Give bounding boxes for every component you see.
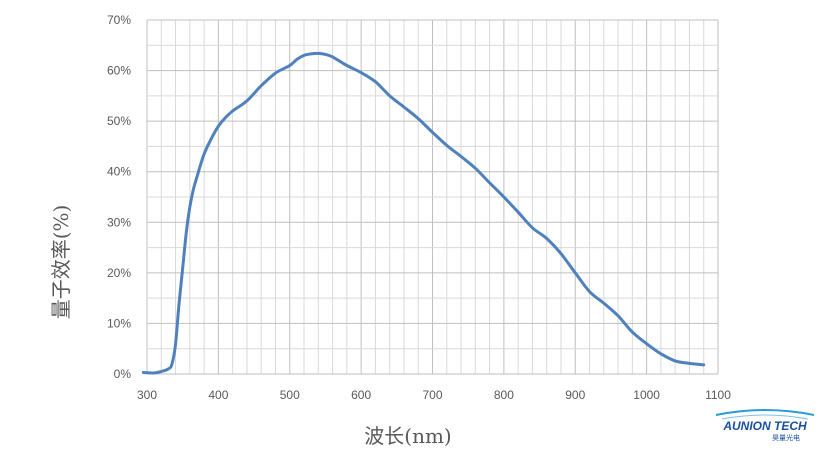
y-tick-label: 20%	[107, 266, 131, 280]
y-tick-label: 40%	[107, 165, 131, 179]
y-tick-label: 60%	[107, 64, 131, 78]
x-tick-label: 300	[137, 388, 157, 402]
x-tick-label: 1100	[705, 388, 731, 402]
x-axis-title: 波长(nm)	[364, 424, 451, 448]
y-tick-label: 10%	[107, 316, 131, 330]
y-tick-label: 70%	[107, 13, 131, 27]
y-tick-label: 30%	[107, 215, 131, 229]
logo-name: AUNION TECH	[722, 419, 807, 433]
horizontal-gridlines	[147, 19, 718, 375]
x-tick-label: 700	[422, 388, 442, 402]
x-tick-label: 400	[208, 388, 228, 402]
y-tick-label: 50%	[107, 114, 131, 128]
x-tick-label: 500	[280, 388, 300, 402]
x-tick-label: 800	[494, 388, 514, 402]
x-tick-label: 600	[351, 388, 371, 402]
aunion-tech-logo: AUNION TECH 昊量光电	[715, 409, 815, 442]
series-line	[141, 51, 706, 375]
y-tick-label: 0%	[114, 367, 132, 381]
x-axis-tick-labels: 300 400 500 600 700 800 900 1000 1100	[137, 388, 731, 402]
x-tick-label: 1000	[633, 388, 660, 402]
logo-swoosh-icon-2	[721, 414, 809, 420]
x-tick-label: 900	[565, 388, 585, 402]
logo-subtitle: 昊量光电	[772, 433, 800, 442]
y-axis-tick-labels: 0% 10% 20% 30% 40% 50% 60% 70%	[107, 13, 131, 381]
logo-swoosh-icon	[715, 409, 815, 416]
y-axis-title: 量子效率(%)	[49, 205, 73, 320]
